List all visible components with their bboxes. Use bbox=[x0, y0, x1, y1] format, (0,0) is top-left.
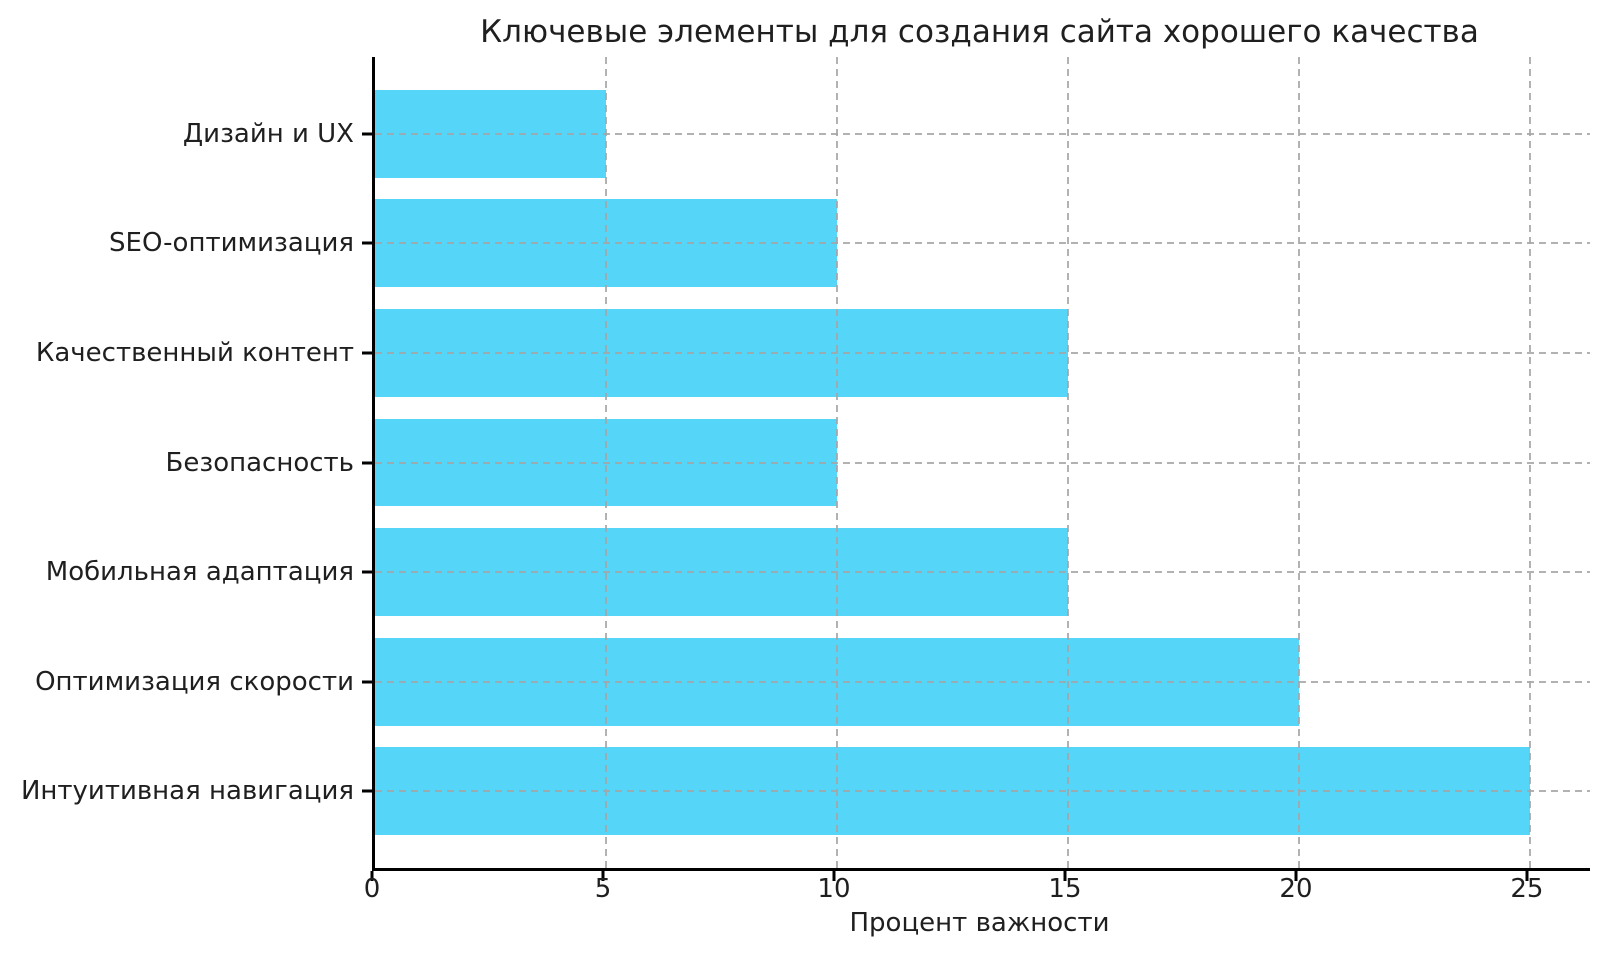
x-tick-mark bbox=[1525, 871, 1529, 881]
y-tick-mark bbox=[362, 570, 372, 574]
h-gridline bbox=[375, 790, 1590, 793]
h-gridline bbox=[375, 351, 1590, 354]
y-tick-mark bbox=[362, 132, 372, 136]
y-tick-label: Мобильная адаптация bbox=[45, 557, 354, 588]
x-tick-label: 20 bbox=[1279, 874, 1313, 904]
x-tick-label: 10 bbox=[817, 874, 851, 904]
y-tick-mark bbox=[362, 241, 372, 245]
x-tick-mark bbox=[1063, 871, 1067, 881]
h-gridline bbox=[375, 132, 1590, 135]
x-tick-label: 15 bbox=[1048, 874, 1082, 904]
chart-title: Ключевые элементы для создания сайта хор… bbox=[480, 14, 1479, 50]
h-gridline bbox=[375, 461, 1590, 464]
x-tick-label: 5 bbox=[594, 874, 612, 904]
y-tick-label: Качественный контент bbox=[35, 337, 354, 368]
y-tick-label: Оптимизация скорости bbox=[35, 666, 354, 697]
y-tick-mark bbox=[362, 680, 372, 684]
y-tick-label: Интуитивная навигация bbox=[20, 776, 354, 807]
x-axis-label: Процент важности bbox=[849, 908, 1110, 938]
h-gridline bbox=[375, 680, 1590, 683]
x-tick-mark bbox=[832, 871, 836, 881]
y-tick-label: Безопасность bbox=[165, 447, 354, 478]
x-tick-mark bbox=[370, 871, 374, 881]
h-gridline bbox=[375, 242, 1590, 245]
y-tick-label: SEO-оптимизация bbox=[109, 228, 354, 259]
y-tick-mark bbox=[362, 461, 372, 464]
y-tick-mark bbox=[362, 789, 372, 793]
x-tick-mark bbox=[1294, 871, 1298, 881]
h-gridline bbox=[375, 571, 1590, 574]
y-tick-label: Дизайн и UX bbox=[182, 118, 354, 149]
plot-area bbox=[372, 57, 1590, 871]
x-tick-mark bbox=[601, 871, 605, 881]
x-tick-label: 0 bbox=[363, 874, 381, 904]
x-tick-label: 25 bbox=[1510, 874, 1544, 904]
y-tick-mark bbox=[362, 351, 372, 355]
